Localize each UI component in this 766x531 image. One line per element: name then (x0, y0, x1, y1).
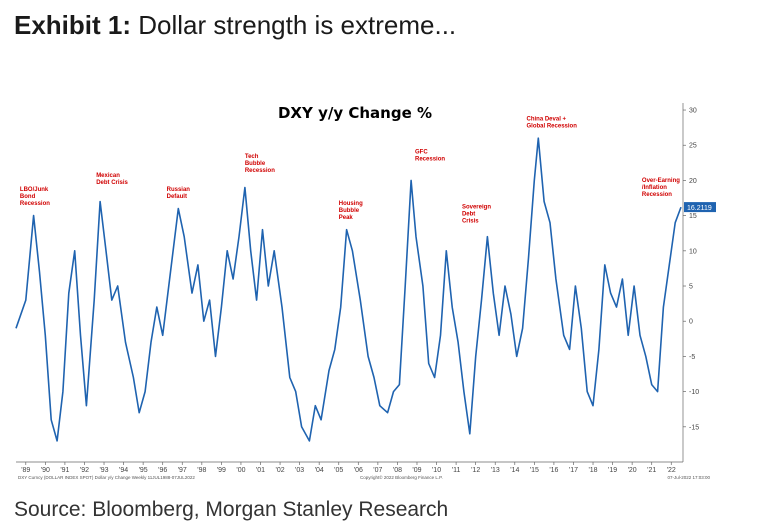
x-tick-label: '04 (315, 467, 324, 474)
annotation-label: GFC Recession (415, 150, 445, 163)
x-tick-label: '98 (197, 467, 206, 474)
annotation-label: Mexican Debt Crisis (96, 173, 128, 186)
footer-center: Copyright© 2022 Bloomberg Finance L.P. (360, 474, 443, 480)
annotation-label: Sovereign Debt Crisis (462, 205, 491, 225)
annotation-label: China Deval + Global Recession (527, 117, 578, 130)
x-tick-label: '93 (99, 467, 108, 474)
x-tick-label: '95 (139, 467, 148, 474)
exhibit-label: Exhibit 1: (14, 10, 132, 40)
series-line-dxy (15, 137, 682, 442)
x-tick-label: '12 (471, 467, 480, 474)
x-tick-label: '02 (275, 467, 284, 474)
x-tick-label: '13 (491, 467, 500, 474)
x-tick-label: '18 (588, 467, 597, 474)
x-tick-label: '91 (60, 467, 69, 474)
y-tick-label: -5 (689, 354, 695, 361)
x-tick-label: '11 (452, 467, 461, 474)
annotation-label: LBO/Junk Bond Recession (20, 187, 50, 207)
x-tick-label: '15 (530, 467, 539, 474)
x-tick-label: '22 (667, 467, 676, 474)
y-tick-label: 10 (689, 248, 697, 255)
annotations: LBO/Junk Bond Recession Mexican Debt Crisis R… (20, 117, 680, 225)
source-note: Source: Bloomberg, Morgan Stanley Resear… (14, 498, 449, 521)
exhibit-heading: Exhibit 1: Dollar strength is extreme... (14, 10, 456, 41)
y-tick-label: 15 (689, 213, 697, 220)
last-value-label: 16.2119 (684, 202, 716, 213)
x-tick-label: '09 (412, 467, 421, 474)
y-tick-label: 5 (689, 284, 693, 291)
x-tick-label: '00 (236, 467, 245, 474)
footer-right: 07-Jul-2022 17:03:00 (667, 475, 710, 480)
x-tick-label: '94 (119, 467, 128, 474)
x-tick-label: '90 (41, 467, 50, 474)
x-tick-label: '01 (256, 467, 265, 474)
x-axis: '89 '90 '91 '92 '93 '94 '95 '96 '97 '98 '99 '00 '01 '… (16, 461, 683, 474)
annotation-label: Over-Earning/Inflation Recession (642, 178, 680, 198)
last-value-box (684, 202, 716, 213)
x-tick-label: '96 (158, 467, 167, 474)
x-tick-label: '06 (354, 467, 363, 474)
y-tick-label: 30 (689, 108, 697, 115)
x-tick-label: '92 (80, 467, 89, 474)
x-tick-label: '20 (628, 467, 637, 474)
annotation-label: Russian Default (167, 187, 191, 200)
x-tick-label: '07 (373, 467, 382, 474)
x-tick-label: '10 (432, 467, 441, 474)
x-tick-label: '89 (21, 467, 30, 474)
y-tick-label: -10 (689, 389, 699, 396)
footer-left: DXY Curncy (DOLLAR INDEX SPOT) Dollar y/… (18, 475, 195, 480)
x-tick-label: '16 (549, 467, 558, 474)
y-axis: 30 25 20 15 10 5 0 -5 -10 -15 (682, 103, 699, 462)
annotation-label: Tech Bubble Recession (245, 154, 275, 174)
x-tick-label: '03 (295, 467, 304, 474)
y-tick-label: 20 (689, 178, 697, 185)
x-tick-label: '14 (510, 467, 519, 474)
x-tick-label: '08 (393, 467, 402, 474)
last-value-text: 16.2119 (687, 205, 712, 212)
x-tick-label: '19 (608, 467, 617, 474)
x-tick-label: '99 (217, 467, 226, 474)
y-tick-label: 25 (689, 143, 697, 150)
x-tick-label: '17 (569, 467, 578, 474)
exhibit-headline: Dollar strength is extreme... (138, 10, 457, 40)
y-tick-label: -15 (689, 424, 699, 431)
x-tick-label: '05 (334, 467, 343, 474)
x-tick-label: '21 (647, 467, 656, 474)
x-tick-label: '97 (178, 467, 187, 474)
y-tick-label: 0 (689, 319, 693, 326)
chart-title: DXY y/y Change % (278, 104, 432, 122)
dxy-chart: DXY y/y Change % LBO/Junk Bond Recession Me… (15, 103, 716, 480)
annotation-label: Housing Bubble Peak (339, 201, 363, 221)
